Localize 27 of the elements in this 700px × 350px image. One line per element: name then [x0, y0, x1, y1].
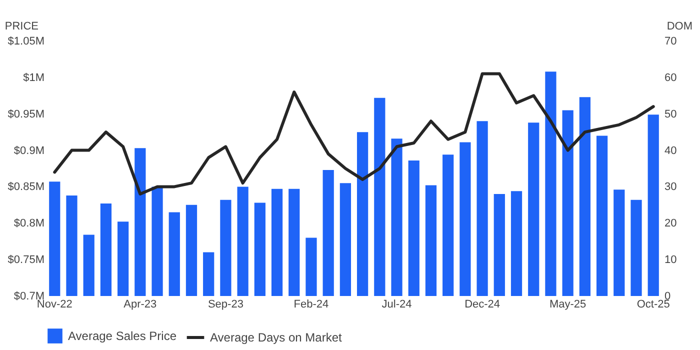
- y-tick-label: $1.05M: [8, 36, 44, 48]
- y-tick-label: $0.95M: [8, 108, 44, 120]
- line-series: [53, 72, 655, 196]
- legend-label: Average Sales Price: [68, 329, 177, 343]
- x-tick-label: Sep-23: [208, 298, 244, 310]
- legend-label: Average Days on Market: [210, 330, 343, 344]
- y-axis-title: PRICE: [4, 20, 38, 32]
- y2-tick-label: 20: [664, 218, 677, 230]
- x-tick-label: Apr-23: [124, 298, 157, 310]
- x-tick-label: Feb-24: [294, 298, 329, 310]
- x-tick-label: Oct-25: [636, 298, 670, 310]
- y-tick-label: $0.85M: [8, 181, 44, 194]
- y2-tick-label: 30: [664, 181, 677, 194]
- y2-tick-label: 60: [664, 72, 677, 84]
- x-tick-label: Jul-24: [382, 298, 412, 310]
- y-tick-label: $0.9M: [14, 144, 44, 157]
- y2-tick-label: 10: [664, 254, 677, 266]
- x-tick-label: Dec-24: [464, 298, 500, 310]
- y2-tick-label: 50: [664, 108, 677, 120]
- x-tick-label: Nov-22: [36, 298, 72, 310]
- y-tick-label: $0.8M: [14, 218, 44, 230]
- y2-tick-label: 40: [664, 144, 677, 157]
- y2-axis-title: DOM: [666, 20, 692, 32]
- x-tick-label: May-25: [549, 298, 586, 310]
- y2-tick-label: 70: [664, 36, 677, 48]
- y-tick-label: $1M: [23, 72, 44, 84]
- y-tick-label: $0.75M: [8, 254, 44, 266]
